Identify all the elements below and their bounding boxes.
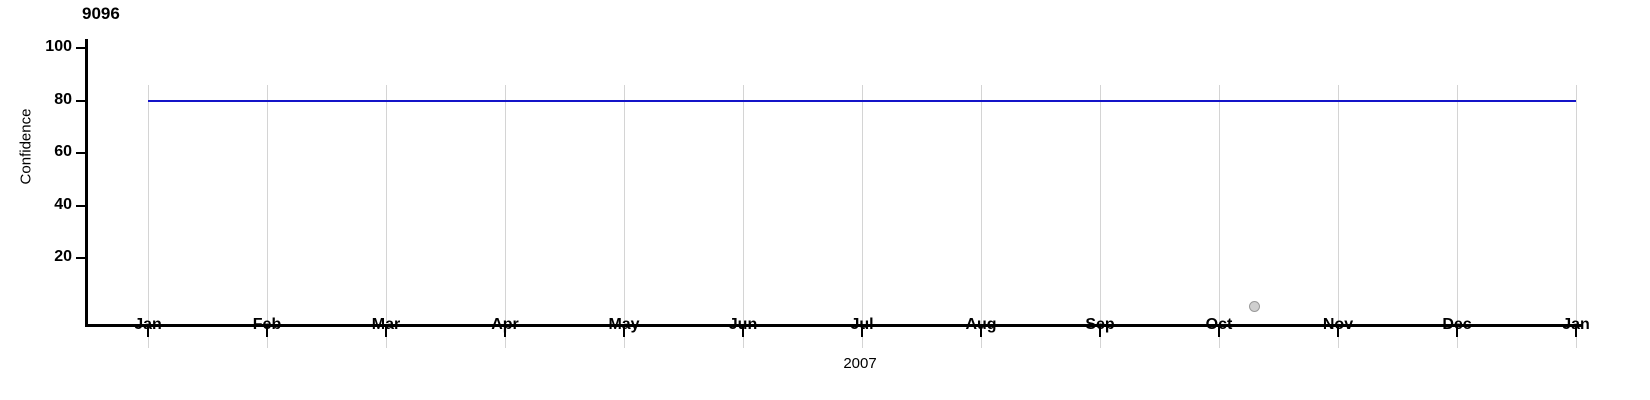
x-tick-mark-9 [1218,327,1220,337]
chart-title: 9096 [82,4,120,23]
y-tick-label-40: 40 [54,195,72,213]
gridline-jul-6 [862,85,863,348]
x-tick-mark-5 [742,327,744,337]
y-axis-spine [85,39,88,327]
x-tick-mark-3 [504,327,506,337]
x-tick-label-may-4: May [608,316,640,333]
x-tick-mark-7 [980,327,982,337]
gridline-may-4 [624,85,625,348]
y-tick-mark-80 [76,99,85,102]
gridline-nov-10 [1338,85,1339,348]
x-tick-mark-2 [385,327,387,337]
data-point-observations-0[interactable] [1249,301,1261,313]
x-tick-mark-11 [1456,327,1458,337]
x-axis-spine [85,324,1582,327]
gridline-apr-3 [505,85,506,348]
x-tick-mark-4 [623,327,625,337]
gridline-aug-7 [981,85,982,348]
x-tick-label-jan-12: Jan [1562,316,1590,333]
gridline-mar-2 [386,85,387,348]
gridline-feb-1 [267,85,268,348]
gridline-jan-12 [1576,85,1577,348]
y-tick-mark-60 [76,152,85,154]
x-tick-mark-8 [1099,327,1101,337]
y-tick-label-100: 100 [45,38,72,55]
x-tick-label-sep-8: Sep [1085,316,1115,333]
x-tick-mark-6 [861,327,863,337]
x-tick-mark-10 [1337,327,1339,337]
x-axis-title: 2007 [0,355,1650,372]
y-tick-mark-40 [76,204,85,207]
x-axis-title-label: 2007 [843,355,877,372]
y-tick-label-60: 60 [54,143,72,160]
x-tick-label-mar-2: Mar [371,316,401,333]
gridline-dec-11 [1457,85,1458,348]
series-line-threshold [148,99,1576,102]
y-tick-mark-20 [76,257,85,259]
gridline-jun-5 [743,85,744,348]
x-tick-mark-12 [1575,327,1577,337]
y-tick-label-80: 80 [54,90,72,108]
x-tick-mark-1 [266,327,268,337]
gridline-sep-8 [1100,85,1101,348]
y-tick-mark-100 [76,47,85,49]
x-tick-label-jun-5: Jun [728,316,758,333]
x-tick-label-jan-0: Jan [134,316,162,333]
x-tick-mark-0 [147,327,149,337]
gridline-jan-0 [148,85,149,348]
x-tick-label-feb-1: Feb [252,316,282,333]
x-tick-label-apr-3: Apr [491,316,519,333]
x-tick-label-aug-7: Aug [965,316,997,333]
x-tick-label-dec-11: Dec [1442,316,1472,333]
x-tick-label-jul-6: Jul [850,316,874,333]
gridline-oct-9 [1219,85,1220,348]
y-tick-label-20: 20 [54,248,72,265]
x-tick-label-nov-10: Nov [1322,316,1354,333]
plot-area [88,40,1577,348]
x-tick-label-oct-9: Oct [1205,316,1233,333]
